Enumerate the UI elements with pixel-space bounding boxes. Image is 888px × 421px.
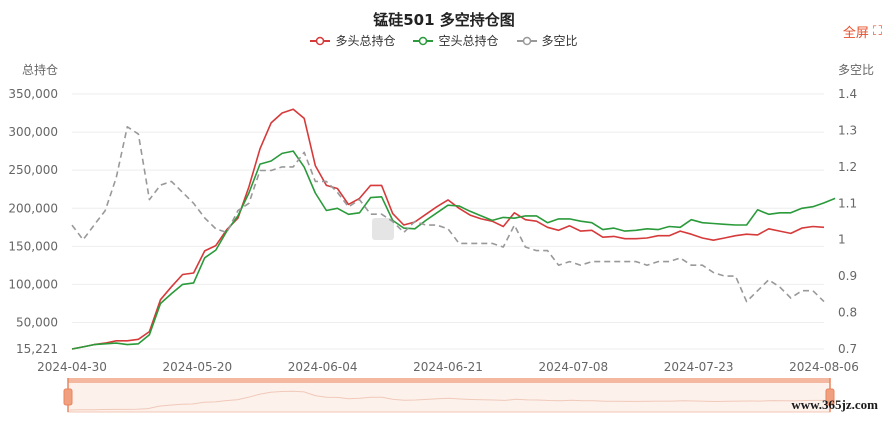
left-tick-label: 300,000 xyxy=(8,125,58,139)
left-tick-label: 150,000 xyxy=(8,239,58,253)
left-tick-label: 350,000 xyxy=(8,87,58,101)
x-tick-label: 2024-04-30 xyxy=(37,360,107,374)
zoom-handle[interactable] xyxy=(63,388,73,406)
legend-item-ratio[interactable]: 多空比 xyxy=(516,32,578,49)
zoom-range-bar xyxy=(68,378,830,383)
x-tick-label: 2024-08-06 xyxy=(789,360,859,374)
left-tick-label: 250,000 xyxy=(8,163,58,177)
left-axis-ticks: 15,221 50,000 100,000 150,000 200,000 250,000… xyxy=(8,87,58,356)
series-line-2 xyxy=(71,126,825,303)
legend-marker-long xyxy=(310,36,331,45)
fullscreen-button[interactable]: 全屏 ⛶ xyxy=(843,22,882,41)
x-tick-label: 2024-07-23 xyxy=(664,360,734,374)
right-tick-label: 1 xyxy=(838,233,846,247)
chart-title: 锰硅501 多空持仓图 xyxy=(373,11,515,29)
site-watermark: www.365jz.com xyxy=(791,397,878,412)
series-line-0 xyxy=(71,108,825,350)
fullscreen-icon: ⛶ xyxy=(872,24,882,39)
zoom-track xyxy=(67,381,831,413)
right-axis-ticks: 0.7 0.8 0.9 1 1.1 1.2 1.3 1.4 xyxy=(838,87,857,356)
right-tick-label: 1.4 xyxy=(838,87,857,101)
zoom-preview-line xyxy=(69,390,829,411)
left-tick-label: 15,221 xyxy=(16,342,58,356)
right-tick-label: 0.8 xyxy=(838,306,857,320)
left-tick-label: 100,000 xyxy=(8,277,58,291)
right-tick-label: 1.2 xyxy=(838,160,857,174)
chart-legend: 多头总持仓 空头总持仓 多空比 xyxy=(0,32,888,49)
right-tick-label: 0.7 xyxy=(838,342,857,356)
x-tick-label: 2024-06-21 xyxy=(413,360,483,374)
grid-lines xyxy=(72,93,824,350)
series-lines xyxy=(71,108,836,350)
legend-label-short: 空头总持仓 xyxy=(438,34,499,48)
fullscreen-label: 全屏 xyxy=(842,26,869,41)
zoom-handle[interactable] xyxy=(825,388,835,406)
x-tick-label: 2024-05-20 xyxy=(162,360,232,374)
right-tick-label: 0.9 xyxy=(838,269,857,283)
series-line-1 xyxy=(71,150,836,350)
left-axis-title: 总持仓 xyxy=(22,62,58,77)
legend-label-long: 多头总持仓 xyxy=(335,34,396,48)
x-tick-label: 2024-06-04 xyxy=(288,360,358,374)
legend-marker-ratio xyxy=(516,36,537,45)
right-tick-label: 1.3 xyxy=(838,123,857,137)
legend-item-short[interactable]: 空头总持仓 xyxy=(413,32,499,49)
zoom-slider[interactable] xyxy=(63,378,835,413)
legend-marker-short xyxy=(413,36,434,45)
x-tick-label: 2024-07-08 xyxy=(538,360,608,374)
left-tick-label: 50,000 xyxy=(16,316,58,330)
legend-label-ratio: 多空比 xyxy=(541,34,578,48)
left-tick-label: 200,000 xyxy=(8,201,58,215)
x-axis-ticks: 2024-04-30 2024-05-20 2024-06-04 2024-06-21… xyxy=(37,360,859,374)
legend-item-long[interactable]: 多头总持仓 xyxy=(310,32,395,49)
right-axis-title: 多空比 xyxy=(838,63,874,77)
right-tick-label: 1.1 xyxy=(838,196,857,210)
